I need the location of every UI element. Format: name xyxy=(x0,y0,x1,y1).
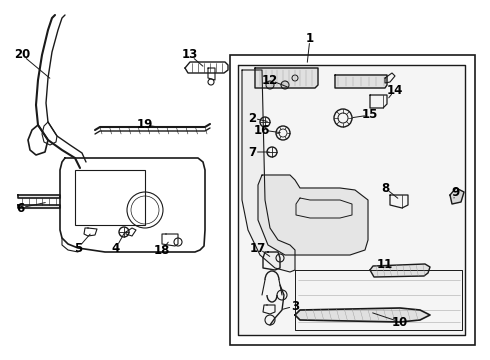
Text: 4: 4 xyxy=(112,242,120,255)
Bar xyxy=(230,55,475,345)
Text: 17: 17 xyxy=(250,242,266,255)
Circle shape xyxy=(281,81,289,89)
Polygon shape xyxy=(370,264,430,277)
Text: 8: 8 xyxy=(381,181,389,194)
Polygon shape xyxy=(450,188,464,204)
Polygon shape xyxy=(18,195,60,198)
Polygon shape xyxy=(18,205,60,208)
Polygon shape xyxy=(258,175,368,255)
Text: 5: 5 xyxy=(74,242,82,255)
Polygon shape xyxy=(335,75,387,88)
Circle shape xyxy=(266,81,274,89)
Polygon shape xyxy=(242,70,295,272)
Text: 10: 10 xyxy=(392,315,408,328)
Text: 14: 14 xyxy=(387,84,403,96)
Bar xyxy=(75,170,145,225)
Polygon shape xyxy=(295,308,430,322)
Text: 7: 7 xyxy=(248,145,256,158)
Text: 16: 16 xyxy=(254,123,270,136)
Polygon shape xyxy=(238,65,465,335)
Text: 9: 9 xyxy=(451,185,459,198)
Text: 1: 1 xyxy=(306,31,314,45)
Polygon shape xyxy=(255,68,318,88)
Text: 20: 20 xyxy=(14,49,30,62)
Text: 12: 12 xyxy=(262,73,278,86)
Text: 6: 6 xyxy=(16,202,24,215)
Text: 3: 3 xyxy=(291,300,299,312)
Text: 11: 11 xyxy=(377,257,393,270)
Text: 2: 2 xyxy=(248,112,256,125)
Text: 13: 13 xyxy=(182,49,198,62)
Text: 15: 15 xyxy=(362,108,378,122)
Text: 19: 19 xyxy=(137,118,153,131)
Text: 18: 18 xyxy=(154,243,170,256)
